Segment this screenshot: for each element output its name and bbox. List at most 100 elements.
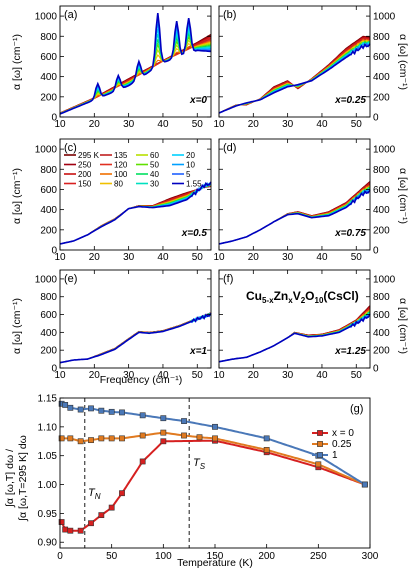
composition-label: x=0.25	[334, 95, 366, 106]
y-tick-label: 200	[40, 346, 57, 357]
y-tick-label: 1.05	[38, 451, 58, 462]
composition-label: x=1.25	[334, 346, 366, 357]
data-point	[77, 438, 84, 445]
data-point	[263, 435, 270, 442]
data-point	[160, 415, 167, 422]
x-tick-label: 20	[248, 252, 260, 263]
legend-label: 120	[114, 161, 128, 170]
legend-label: x = 0	[332, 428, 354, 439]
composition-label: x=0.75	[334, 228, 366, 239]
x-tick-label: 200	[258, 551, 275, 562]
spectrum-150	[59, 312, 212, 364]
x-tick-label: 50	[351, 119, 363, 130]
data-point	[181, 418, 187, 424]
spectrum-120	[59, 313, 212, 364]
composition-label: x=0	[189, 95, 207, 106]
data-point	[62, 526, 69, 533]
x-tick-label: 50	[351, 252, 363, 263]
ylabel-right-top: α [ω] (cm⁻¹)	[397, 34, 409, 90]
spectra-curves	[218, 305, 371, 363]
y-tick-label: 1000	[373, 12, 396, 23]
x-tick-label: 30	[282, 119, 294, 130]
y-tick-label: 1000	[35, 274, 58, 285]
y-tick-label: 400	[40, 205, 57, 216]
legend-item: 200	[64, 170, 92, 179]
spectrum-295K	[59, 312, 212, 364]
legend-label: 0.25	[332, 439, 352, 450]
y-tick-label: 600	[373, 310, 390, 321]
spectrum-40	[59, 312, 212, 364]
legend-marker	[317, 441, 323, 447]
data-point	[98, 435, 105, 442]
y-tick-label: 1.15	[38, 394, 58, 405]
x-tick-label: 30	[123, 119, 135, 130]
legend-marker	[317, 430, 323, 436]
axes-frame	[59, 269, 212, 369]
legend-item: 40	[136, 170, 159, 179]
legend-label: 50	[150, 161, 159, 170]
spectrum-1p55	[218, 189, 371, 245]
y-tick-label: 800	[373, 32, 390, 43]
legend-item: 100	[100, 170, 128, 179]
ylabel-g-top: ∫α [ω,T] dω /	[4, 449, 16, 508]
y-tick-label: 400	[373, 328, 390, 339]
x-tick-label: 10	[54, 252, 66, 263]
x-tick-label: 40	[157, 252, 169, 263]
x-tick-label: 50	[192, 119, 204, 130]
legend-label: 135	[114, 151, 128, 160]
data-point	[196, 434, 203, 441]
legend-item: 0.25	[312, 439, 352, 450]
x-tick-label: 20	[248, 370, 260, 381]
legend-label: 200	[78, 170, 92, 179]
xlabel-frequency: Frequency (cm⁻¹)	[100, 374, 183, 386]
x-tick-label: 30	[282, 252, 294, 263]
x-tick-label: 10	[54, 370, 66, 381]
panel-b: 10 20 30 40 50 0 200 400 600 800 1000 (b) x=0.25	[213, 5, 396, 130]
spectrum-200	[59, 312, 212, 364]
axes-frame	[59, 138, 212, 251]
legend-label: 1	[332, 450, 338, 461]
data-point	[98, 407, 105, 414]
spectrum-250	[59, 312, 212, 364]
spectrum-1p55	[218, 313, 371, 363]
panel-d: 10 20 30 40 50 0 200 400 600 800 1000 (d) x=0.75	[213, 138, 396, 263]
y-tick-label: 800	[373, 165, 390, 176]
x-tick-label: 20	[89, 370, 101, 381]
y-tick-label: 400	[373, 72, 390, 83]
data-point	[58, 519, 65, 525]
panel-label: (a)	[64, 9, 77, 21]
y-tick-label: 0	[373, 113, 379, 124]
y-tick-label: 1.10	[38, 422, 58, 433]
y-tick-label: 0	[373, 364, 379, 375]
data-point	[181, 432, 187, 439]
legend-label: 60	[150, 151, 159, 160]
x-tick-label: 250	[310, 551, 327, 562]
data-point	[67, 527, 74, 534]
legend-label: 80	[114, 180, 123, 189]
series-x1	[58, 400, 368, 488]
spectrum-50	[59, 312, 212, 364]
y-tick-label: 400	[40, 72, 57, 83]
legend-label: 295 K	[78, 151, 100, 160]
spectrum-80	[59, 312, 212, 364]
ylabel-left-top: α [ω] (cm⁻¹)	[11, 34, 23, 90]
x-tick-label: 30	[282, 370, 294, 381]
legend-item: 295 K	[64, 151, 100, 160]
legend-item: 30	[136, 180, 159, 189]
panel-f: 10 20 30 40 50 0 200 400 600 800 1000 (f) x=1.25	[213, 269, 396, 381]
panel-label: (f)	[223, 273, 233, 285]
composition-label: x=0.5	[181, 228, 208, 239]
panel-label: (d)	[223, 142, 236, 154]
axes-frame	[59, 5, 212, 118]
x-tick-label: 100	[155, 551, 172, 562]
panel-e: 10 20 30 40 50 0 200 400 600 800 1000 (e) x=1	[35, 269, 212, 381]
data-point	[160, 438, 167, 445]
spectra-curves	[59, 181, 212, 245]
y-tick-label: 0.90	[38, 538, 58, 549]
data-point	[119, 490, 125, 497]
legend-label: 20	[186, 151, 195, 160]
panel-a: 10 20 30 40 50 0 200 400 600 800 1000 (a) x=0	[35, 5, 212, 130]
xlabel-temperature: Temperature (K)	[177, 557, 253, 569]
spectrum-60	[59, 312, 212, 364]
